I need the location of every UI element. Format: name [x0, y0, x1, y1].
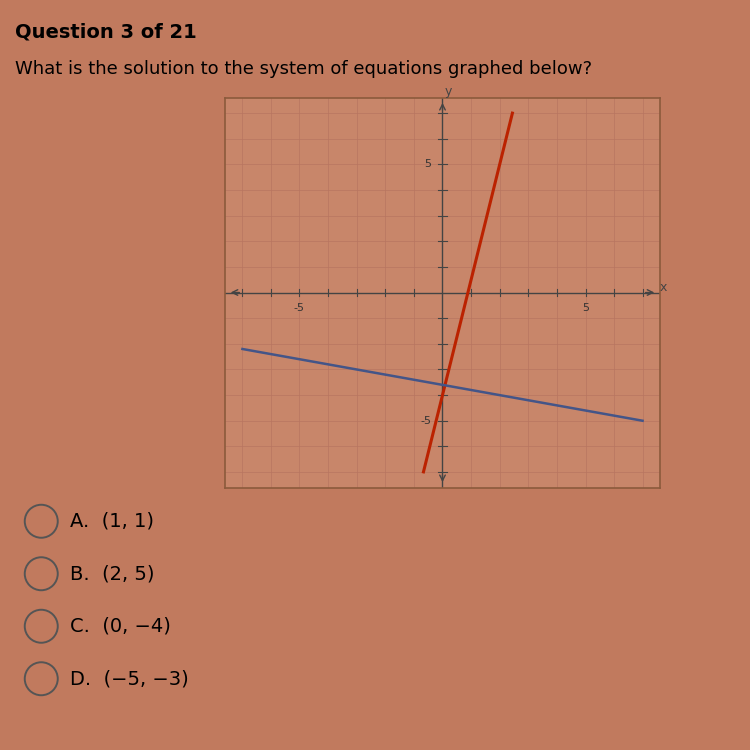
Text: C.  (0, −4): C. (0, −4) — [70, 616, 170, 636]
Text: Question 3 of 21: Question 3 of 21 — [15, 22, 197, 41]
Text: x: x — [660, 280, 668, 294]
Text: D.  (−5, −3): D. (−5, −3) — [70, 669, 188, 688]
Text: 5: 5 — [424, 159, 431, 170]
Text: 5: 5 — [582, 303, 589, 313]
Text: A.  (1, 1): A. (1, 1) — [70, 512, 154, 531]
Text: -5: -5 — [294, 303, 305, 313]
Text: B.  (2, 5): B. (2, 5) — [70, 564, 154, 584]
Text: y: y — [445, 85, 452, 98]
Text: What is the solution to the system of equations graphed below?: What is the solution to the system of eq… — [15, 60, 592, 78]
Text: -5: -5 — [420, 416, 431, 426]
